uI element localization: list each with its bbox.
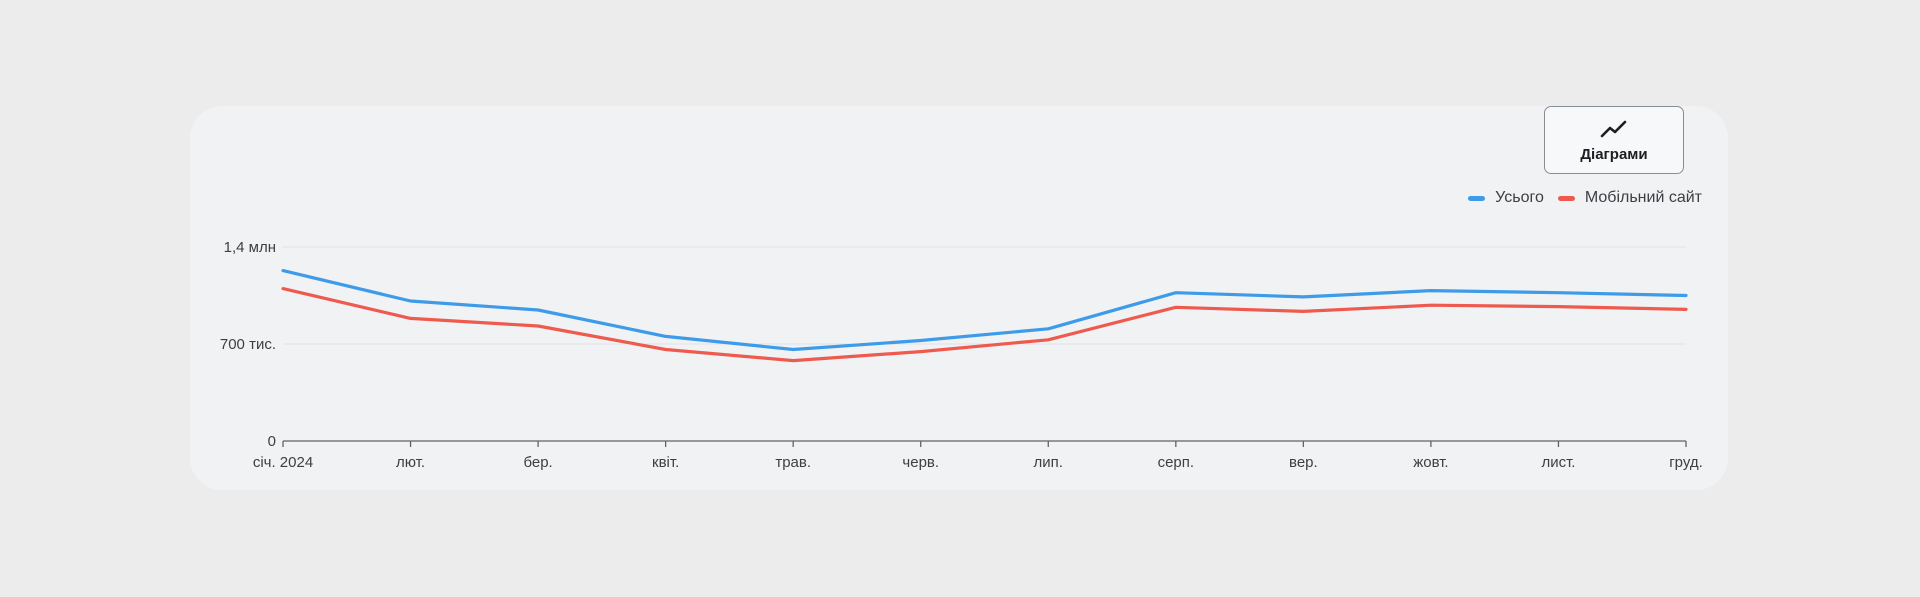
x-tick-label: трав.	[775, 454, 811, 471]
x-tick-label: лип.	[1034, 454, 1063, 471]
x-tick-label: лют.	[396, 454, 425, 471]
x-tick-label: черв.	[902, 454, 939, 471]
charts-button[interactable]: Діаграми	[1544, 106, 1684, 174]
series-line-mobile	[281, 287, 1688, 363]
legend-item-total[interactable]: Усього	[1468, 189, 1544, 207]
x-tick-label: груд.	[1669, 454, 1703, 471]
legend-swatch-total	[1468, 195, 1486, 201]
x-tick-label: вер.	[1289, 454, 1318, 471]
legend-item-mobile[interactable]: Мобільний сайт	[1557, 189, 1702, 207]
legend-label-total: Усього	[1495, 189, 1544, 206]
x-tick-label: квіт.	[652, 454, 679, 471]
x-tick-label: серп.	[1158, 454, 1194, 471]
chart-card	[190, 106, 1728, 490]
charts-button-label: Діаграми	[1580, 145, 1648, 163]
series-line-total	[281, 269, 1688, 352]
x-tick-label: лист.	[1541, 454, 1575, 471]
y-tick-label: 0	[268, 433, 276, 450]
legend-swatch-mobile	[1557, 195, 1575, 201]
x-tick-label: жовт.	[1413, 454, 1448, 471]
x-tick-label: січ. 2024	[253, 454, 313, 471]
y-tick-label: 1,4 млн	[224, 239, 276, 256]
x-tick-label: бер.	[523, 454, 552, 471]
chart-legend: Усього Мобільний сайт	[1468, 189, 1702, 207]
y-tick-label: 700 тис.	[220, 336, 276, 353]
legend-label-mobile: Мобільний сайт	[1584, 189, 1702, 206]
line-chart-icon	[1600, 120, 1627, 137]
